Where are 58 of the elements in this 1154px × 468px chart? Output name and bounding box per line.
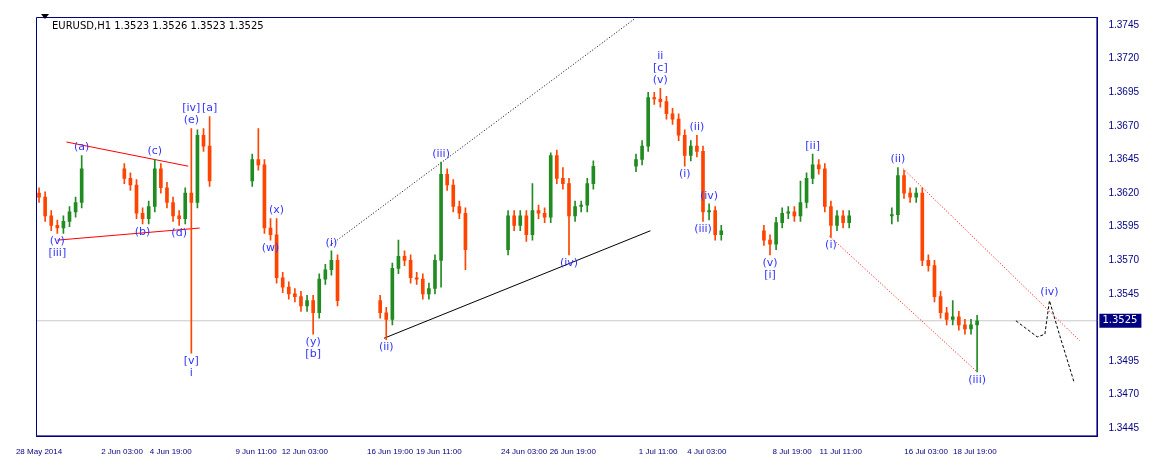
annotation: [c] (653, 61, 668, 75)
x-tick-label: 8 Jul 19:00 (772, 447, 813, 457)
annotation: (v) (762, 255, 778, 269)
annotation: i (189, 365, 193, 379)
annotation: (v) (49, 234, 65, 248)
y-tick-label: 1.3545 (1108, 287, 1140, 299)
annotation: (iv) (1040, 285, 1059, 299)
annotation: ii (657, 49, 664, 63)
y-tick-label: 1.3720 (1108, 52, 1140, 64)
y-tick-label: 1.3595 (1108, 220, 1140, 232)
annotation: (ii) (689, 120, 705, 134)
x-tick-label: 9 Jun 11:00 (235, 447, 278, 457)
x-tick-label: 2 Jun 03:00 (101, 447, 144, 457)
x-tick-label: 16 Jun 19:00 (366, 447, 414, 457)
x-tick-label: 16 Jul 03:00 (904, 447, 949, 457)
annotation: (e) (183, 113, 200, 127)
x-tick-label: 28 May 2014 (15, 447, 63, 457)
annotation: [i] (764, 267, 776, 281)
x-tick-label: 4 Jun 19:00 (149, 447, 193, 457)
y-tick-label: 1.3745 (1108, 18, 1140, 30)
annotation: (i) (825, 238, 837, 252)
annotation: (y) (305, 335, 321, 349)
annotation: [iv] (182, 101, 201, 115)
y-tick-label: 1.3645 (1108, 153, 1140, 165)
annotation: [v] (183, 353, 199, 367)
annotation: [a] (201, 101, 218, 115)
annotation: [iii] (48, 246, 67, 260)
y-tick-label: 1.3670 (1108, 119, 1140, 131)
x-tick-label: 1 Jul 11:00 (638, 447, 678, 457)
x-tick-label: 4 Jul 03:00 (687, 447, 727, 457)
annotation: [b] (305, 347, 321, 361)
x-tick-label: 18 Jul 19:00 (953, 447, 998, 457)
annotation: [ii] (805, 138, 820, 152)
annotation: (iii) (968, 372, 986, 386)
annotation: (i) (325, 235, 338, 249)
y-tick-label: 1.3570 (1108, 254, 1140, 266)
line-series (1015, 300, 1075, 382)
annotation: (d) (171, 226, 187, 240)
annotation: (v) (652, 73, 668, 87)
annotation: (i) (678, 167, 691, 181)
annotation: (ii) (378, 340, 394, 354)
annotation: (iii) (694, 222, 712, 236)
chart-title: EURUSD,H1 1.3523 1.3526 1.3523 1.3525 (52, 19, 264, 31)
x-tick-label: 19 Jun 11:00 (415, 447, 463, 457)
annotation: (x) (269, 203, 285, 217)
y-tick-label: 1.3620 (1108, 186, 1140, 198)
y-tick-label: 1.3445 (1108, 422, 1140, 434)
x-tick-label: 24 Jun 03:00 (500, 447, 548, 457)
annotation: (ii) (890, 152, 906, 166)
x-tick-label: 11 Jul 11:00 (819, 447, 863, 457)
annotation: (c) (147, 144, 163, 158)
x-tick-label: 26 Jun 19:00 (549, 447, 597, 457)
annotation: (iii) (432, 147, 450, 161)
y-tick-label: 1.3495 (1108, 354, 1140, 366)
y-tick-label: 1.3470 (1108, 388, 1140, 400)
ref-line-label: 1.3525 (1102, 314, 1138, 326)
x-tick-label: 12 Jun 03:00 (281, 447, 329, 457)
y-tick-label: 1.3695 (1108, 86, 1140, 98)
